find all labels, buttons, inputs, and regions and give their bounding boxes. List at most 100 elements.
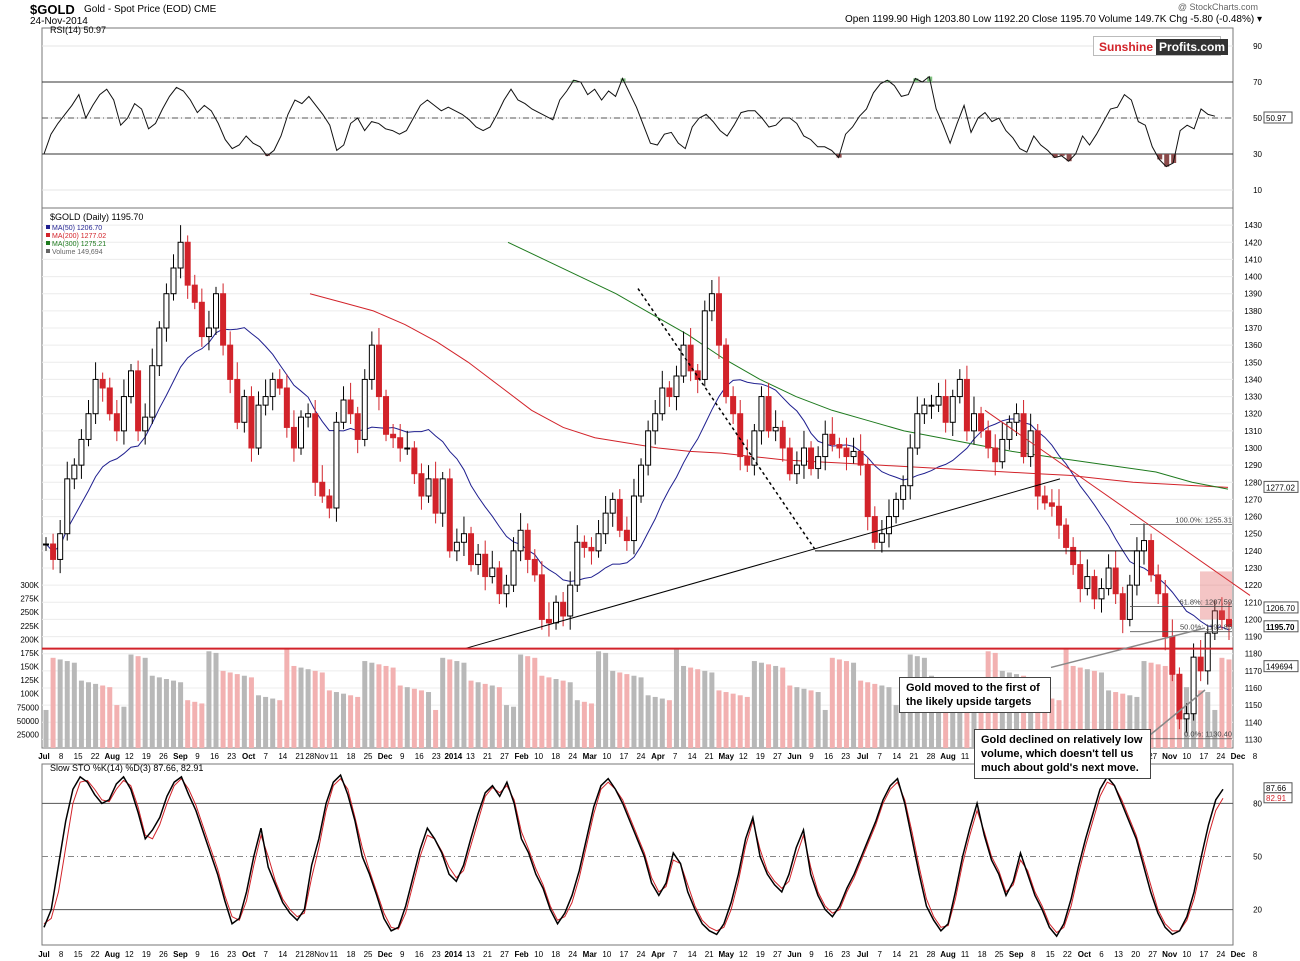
x-tick-label: 13 bbox=[466, 752, 475, 761]
rsi-tick-label: 30 bbox=[1253, 150, 1262, 159]
volume-bar bbox=[475, 682, 481, 748]
volume-bar bbox=[482, 683, 488, 748]
price-candle bbox=[730, 396, 737, 415]
volume-bar bbox=[638, 677, 644, 748]
volume-bar bbox=[617, 672, 623, 748]
price-candle bbox=[425, 478, 432, 497]
price-candle bbox=[1226, 618, 1232, 627]
volume-bar bbox=[971, 701, 977, 748]
price-candle bbox=[1119, 593, 1126, 620]
price-candle bbox=[1006, 421, 1013, 440]
target-zone bbox=[1200, 571, 1232, 620]
volume-bar bbox=[312, 670, 318, 748]
x-tick-label: 23 bbox=[841, 752, 850, 761]
price-tick-label: 1310 bbox=[1244, 427, 1262, 436]
volume-bar bbox=[631, 675, 637, 748]
volume-bar bbox=[702, 670, 708, 748]
volume-bar bbox=[688, 667, 694, 748]
x-tick-label: 7 bbox=[264, 752, 269, 761]
price-candle bbox=[666, 387, 673, 398]
legend-swatch bbox=[46, 241, 50, 245]
x-tick-label-bottom: 23 bbox=[841, 950, 850, 959]
x-tick-label-bottom: 11 bbox=[330, 950, 339, 959]
price-candle bbox=[588, 546, 595, 552]
volume-bar bbox=[149, 675, 155, 748]
x-tick-label-bottom: 24 bbox=[637, 950, 646, 959]
price-candle bbox=[1140, 540, 1147, 552]
price-candle bbox=[106, 387, 113, 415]
x-tick-label: 26 bbox=[159, 752, 168, 761]
price-candle bbox=[432, 478, 439, 514]
x-tick-label-bottom: 21 bbox=[705, 950, 714, 959]
price-tick-label: 1240 bbox=[1244, 547, 1262, 556]
volume-bar bbox=[787, 685, 793, 748]
price-tick-label: 1270 bbox=[1244, 495, 1262, 504]
fib-label: 50.0%: 1192.85 bbox=[1180, 623, 1232, 632]
price-candle bbox=[878, 533, 885, 543]
x-tick-label: 8 bbox=[59, 752, 64, 761]
volume-bar bbox=[71, 662, 77, 748]
price-candle bbox=[885, 516, 892, 535]
x-tick-label: 7 bbox=[878, 752, 883, 761]
volume-tick-label: 75000 bbox=[17, 703, 40, 712]
volume-bar bbox=[468, 680, 474, 748]
price-candle bbox=[205, 327, 212, 338]
sto-legend: Slow STO %K(14) %D(3) 87.66, 82.91 bbox=[50, 763, 203, 773]
volume-bar bbox=[1219, 657, 1225, 748]
price-tick-label: 1280 bbox=[1244, 478, 1262, 487]
price-candle bbox=[765, 396, 772, 432]
volume-bar bbox=[815, 692, 821, 748]
x-tick-label: 10 bbox=[534, 752, 543, 761]
x-tick-label-bottom: Oct bbox=[1078, 950, 1092, 959]
price-candle bbox=[744, 456, 751, 466]
price-candle bbox=[545, 618, 552, 624]
volume-bar bbox=[206, 651, 212, 748]
price-candle bbox=[758, 396, 765, 432]
volume-bar bbox=[836, 659, 842, 748]
volume-bar bbox=[1120, 693, 1126, 748]
volume-bar bbox=[220, 670, 226, 748]
x-tick-label: 2014 bbox=[444, 752, 462, 761]
price-tick-label: 1140 bbox=[1245, 718, 1263, 727]
volume-bar bbox=[1226, 659, 1232, 748]
x-tick-label: 14 bbox=[688, 752, 697, 761]
volume-bar bbox=[1127, 695, 1133, 748]
price-candle bbox=[538, 574, 545, 620]
price-candle bbox=[800, 447, 807, 466]
x-tick-label-bottom: 21 bbox=[483, 950, 492, 959]
price-candle bbox=[184, 241, 191, 286]
volume-bar bbox=[581, 701, 587, 748]
price-candle bbox=[92, 378, 99, 415]
volume-bar bbox=[454, 661, 460, 748]
volume-bar bbox=[659, 698, 665, 748]
logo-part-2: Profits.com bbox=[1156, 39, 1229, 55]
price-candle bbox=[340, 399, 347, 423]
volume-bar bbox=[1169, 667, 1175, 748]
price-candle bbox=[234, 378, 241, 423]
price-tick-label: 1180 bbox=[1245, 650, 1263, 659]
volume-bar bbox=[270, 698, 276, 748]
chart-subtitle: Gold - Spot Price (EOD) CME bbox=[84, 4, 217, 15]
volume-bar bbox=[397, 685, 403, 748]
price-candle bbox=[64, 478, 71, 535]
price-candle bbox=[290, 426, 297, 449]
price-candle bbox=[822, 433, 829, 458]
price-candle bbox=[1126, 584, 1133, 620]
price-candle bbox=[999, 438, 1006, 463]
price-candle bbox=[1034, 430, 1041, 497]
volume-bar bbox=[822, 709, 828, 748]
x-tick-label: 17 bbox=[619, 752, 628, 761]
volume-bar bbox=[50, 657, 56, 748]
x-tick-label-bottom: 22 bbox=[1063, 950, 1072, 959]
x-tick-label-bottom: 19 bbox=[756, 950, 765, 959]
rsi-oversold-fill bbox=[1164, 154, 1170, 167]
price-candle bbox=[411, 447, 418, 475]
volume-bar bbox=[227, 672, 233, 748]
price-candle bbox=[198, 301, 205, 338]
price-candle bbox=[949, 396, 956, 423]
x-tick-label-bottom: Dec bbox=[1231, 950, 1246, 959]
volume-bar bbox=[943, 678, 949, 748]
price-candle bbox=[793, 464, 800, 475]
price-candle bbox=[772, 426, 779, 432]
volume-bar bbox=[744, 696, 750, 748]
